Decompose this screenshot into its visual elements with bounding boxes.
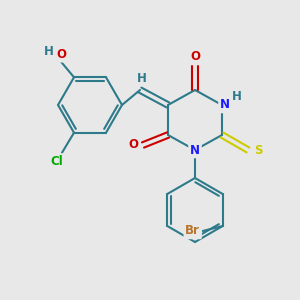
Text: O: O — [56, 48, 66, 61]
Text: O: O — [128, 139, 138, 152]
Text: S: S — [254, 143, 262, 157]
Text: Br: Br — [185, 224, 200, 238]
Text: H: H — [232, 91, 242, 103]
Text: N: N — [190, 143, 200, 157]
Text: H: H — [137, 71, 147, 85]
Text: Cl: Cl — [51, 155, 63, 168]
Text: O: O — [190, 50, 200, 64]
Text: N: N — [220, 98, 230, 112]
Text: H: H — [44, 45, 54, 58]
